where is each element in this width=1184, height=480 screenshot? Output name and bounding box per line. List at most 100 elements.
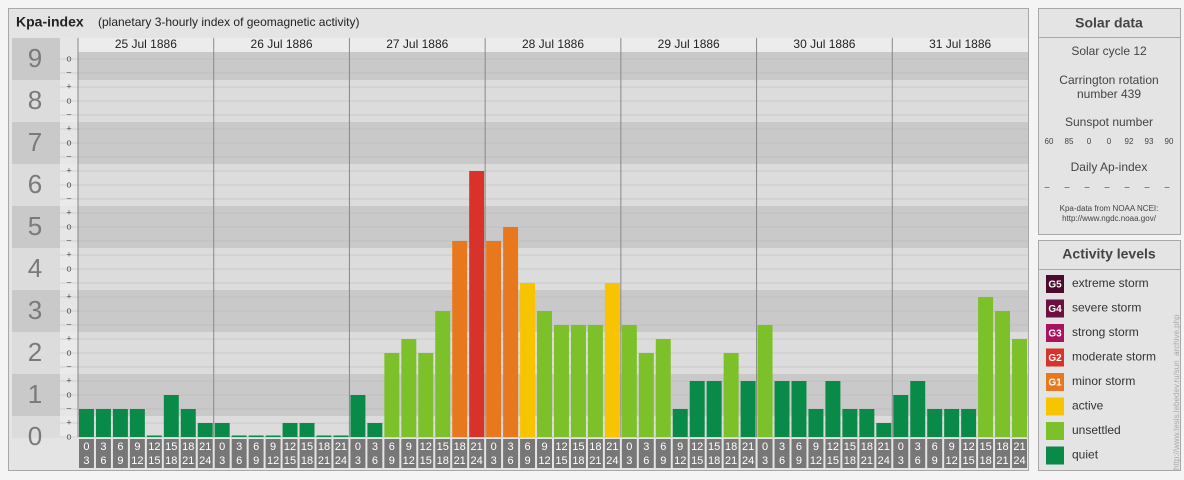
hour-box [333, 439, 349, 468]
date-row [78, 38, 1028, 52]
x-tick-label: 6 [643, 455, 649, 467]
x-tick-label: 6 [253, 441, 259, 453]
bar [825, 381, 841, 437]
bar [214, 423, 230, 437]
x-tick-label: 12 [284, 441, 296, 453]
bar [587, 324, 603, 437]
hour-box [638, 439, 654, 468]
date-label: 30 Jul 1886 [793, 37, 855, 51]
minor-tick-label: o [66, 347, 71, 357]
x-tick-label: 3 [779, 441, 785, 453]
hour-box [129, 439, 145, 468]
x-tick-label: 6 [236, 455, 242, 467]
x-tick-label: 18 [165, 455, 177, 467]
hour-box [791, 439, 807, 468]
hour-box [655, 439, 671, 468]
x-tick-label: 9 [932, 455, 938, 467]
ap-value: – [1144, 181, 1149, 191]
x-tick-label: 12 [267, 455, 279, 467]
minor-tick-label: o [66, 263, 71, 273]
bar [129, 408, 145, 437]
minor-tick-label: o [66, 389, 71, 399]
hour-box [350, 439, 366, 468]
minor-tick-label: o [66, 53, 71, 63]
bar [723, 353, 739, 437]
minor-tick-label: o [66, 95, 71, 105]
x-tick-label: 18 [861, 441, 873, 453]
x-tick-label: 6 [100, 455, 106, 467]
y-tick-label: 4 [28, 253, 42, 283]
x-tick-label: 15 [420, 455, 432, 467]
x-tick-label: 3 [762, 455, 768, 467]
x-tick-label: 21 [725, 455, 737, 467]
x-tick-label: 9 [660, 455, 666, 467]
minor-tick-label: o [66, 305, 71, 315]
bar [774, 381, 790, 437]
x-tick-label: 15 [979, 441, 991, 453]
bar [197, 423, 213, 437]
x-tick-label: 12 [827, 441, 839, 453]
legend-swatch [1046, 397, 1064, 416]
x-tick-label: 9 [541, 441, 547, 453]
minor-tick-label: + [66, 375, 71, 385]
bar [621, 324, 637, 437]
x-tick-label: 3 [491, 455, 497, 467]
x-tick-label: 18 [844, 455, 856, 467]
hour-box [621, 439, 637, 468]
bar [655, 339, 671, 437]
hour-box [995, 439, 1011, 468]
x-tick-label: 6 [389, 441, 395, 453]
ap-value: – [1064, 181, 1069, 191]
minor-tick-label: o [66, 431, 71, 441]
legend-code: G5 [1048, 280, 1062, 291]
band [12, 416, 1028, 438]
hour-box [893, 439, 909, 468]
source: http://www.ngdc.noaa.gov/ [1062, 214, 1157, 223]
hour-box [927, 439, 943, 468]
panel-title: Activity levels [1062, 246, 1156, 262]
credit: http://www.tesis.lebedev.ru/sun_archive.… [1172, 314, 1181, 470]
hour-box [723, 439, 739, 468]
date-label: 26 Jul 1886 [251, 37, 313, 51]
x-tick-label: 18 [437, 455, 449, 467]
legend-label: minor storm [1072, 374, 1135, 388]
x-tick-label: 3 [915, 441, 921, 453]
minor-tick-label: o [66, 179, 71, 189]
carrington: number 439 [1077, 87, 1141, 101]
x-tick-label: 6 [932, 441, 938, 453]
bar [146, 435, 162, 437]
y-tick-label: 1 [28, 379, 42, 409]
hour-box [163, 439, 179, 468]
minor-tick-label: + [66, 291, 71, 301]
bar [520, 282, 536, 437]
x-tick-label: 6 [915, 455, 921, 467]
x-tick-label: 15 [691, 455, 703, 467]
x-tick-label: 12 [674, 455, 686, 467]
sunspot-value: 0 [1087, 137, 1092, 146]
x-tick-label: 0 [219, 441, 225, 453]
legend-label: severe storm [1072, 301, 1141, 315]
minor-tick-label: − [66, 193, 71, 203]
sunspot-value: 90 [1165, 137, 1174, 146]
hour-box [740, 439, 756, 468]
minor-tick-label: − [66, 319, 71, 329]
hour-box [503, 439, 519, 468]
hour-box [401, 439, 417, 468]
legend-code: G2 [1048, 353, 1062, 364]
solar-cycle: Solar cycle 12 [1071, 44, 1147, 58]
x-tick-label: 15 [301, 441, 313, 453]
bar [978, 297, 994, 437]
hour-box [842, 439, 858, 468]
x-tick-label: 24 [1013, 455, 1025, 467]
x-tick-label: 15 [284, 455, 296, 467]
date-label: 31 Jul 1886 [929, 37, 991, 51]
hour-box [486, 439, 502, 468]
x-tick-label: 9 [677, 441, 683, 453]
x-tick-label: 12 [810, 455, 822, 467]
x-tick-label: 12 [148, 441, 160, 453]
x-tick-label: 9 [270, 441, 276, 453]
x-tick-label: 3 [372, 441, 378, 453]
minor-tick-label: − [66, 109, 71, 119]
hour-box [214, 439, 230, 468]
